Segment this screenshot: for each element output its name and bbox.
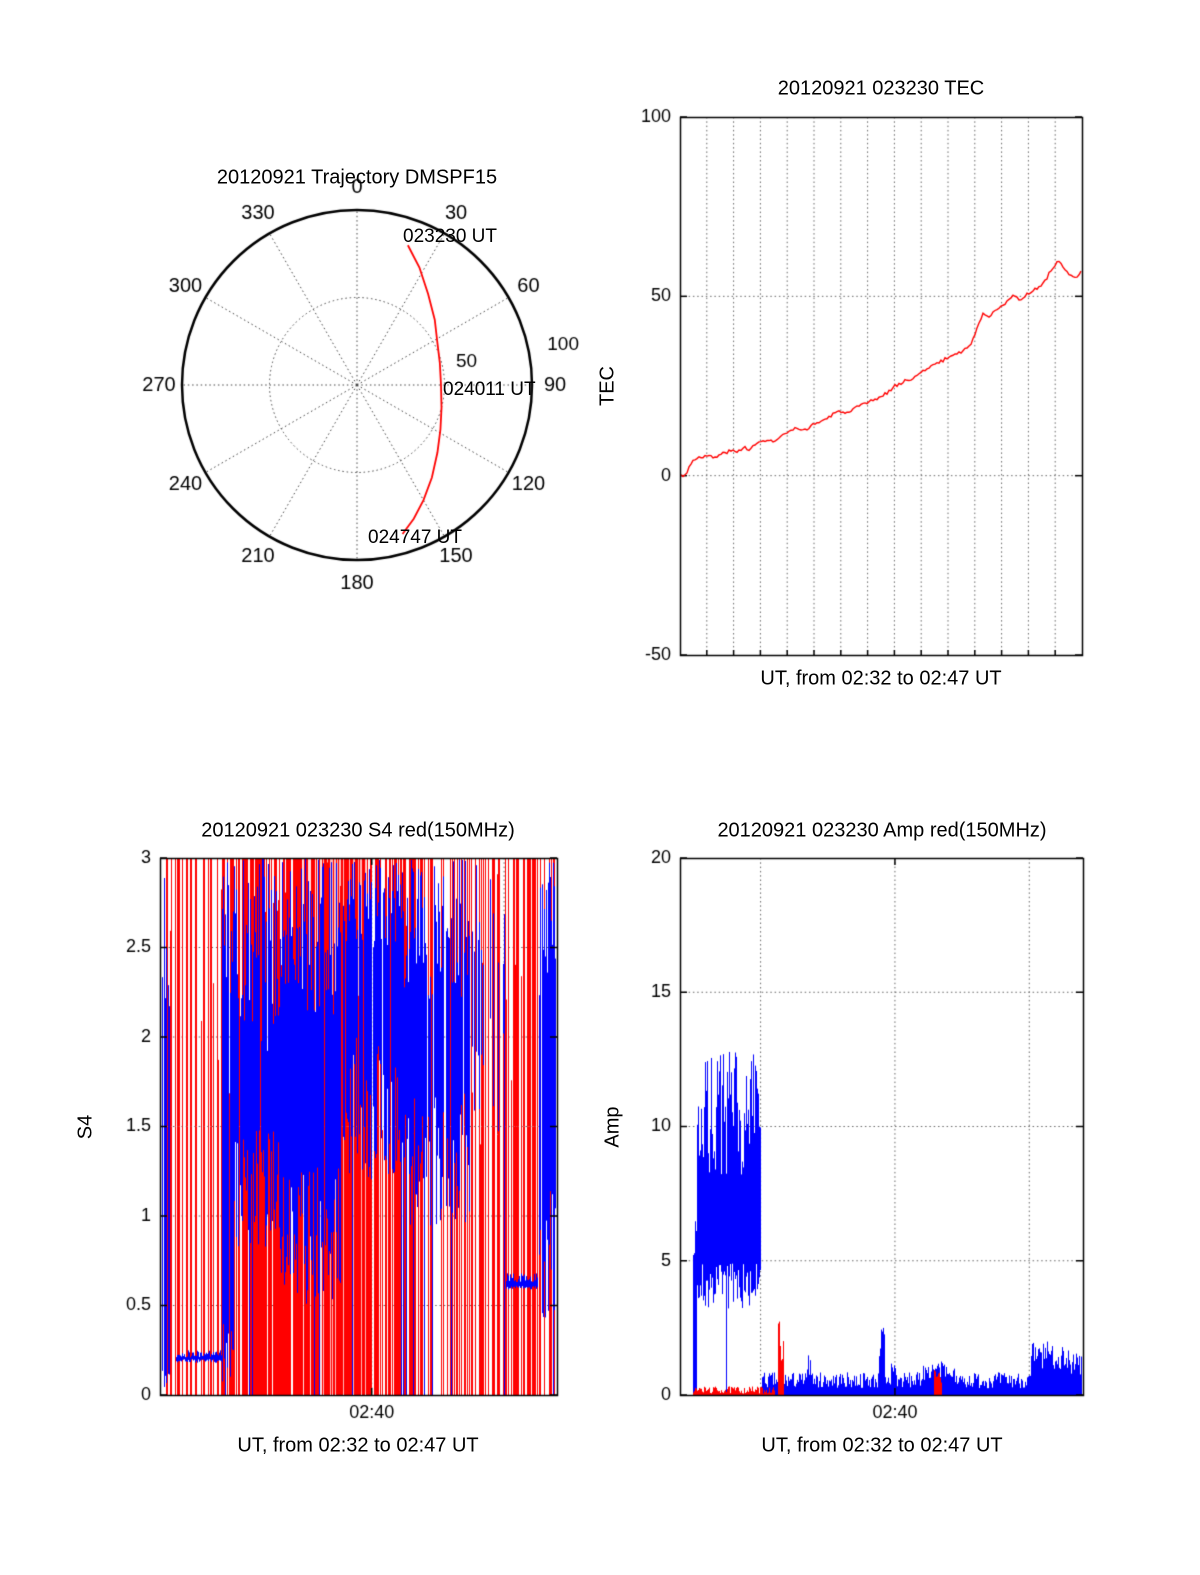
tec-title: 20120921 023230 TEC [777,77,985,100]
tec-xlabel: UT, from 02:32 to 02:47 UT [760,667,1002,690]
s4-title: 20120921 023230 S4 red(150MHz) [201,819,515,842]
polar-title: 20120921 Trajectory DMSPF15 [216,166,498,189]
tec-ylabel: TEC [596,366,619,406]
polar-annotation-024011: 024011 UT [443,379,536,400]
amp-title: 20120921 023230 Amp red(150MHz) [717,819,1047,842]
amp-xlabel: UT, from 02:32 to 02:47 UT [761,1434,1003,1457]
s4-ylabel: S4 [74,1114,97,1140]
amp-ylabel: Amp [601,1106,624,1148]
polar-annotation-024747: 024747 UT [368,527,463,548]
s4-xlabel: UT, from 02:32 to 02:47 UT [237,1434,479,1457]
polar-annotation-023230: 023230 UT [403,226,498,247]
